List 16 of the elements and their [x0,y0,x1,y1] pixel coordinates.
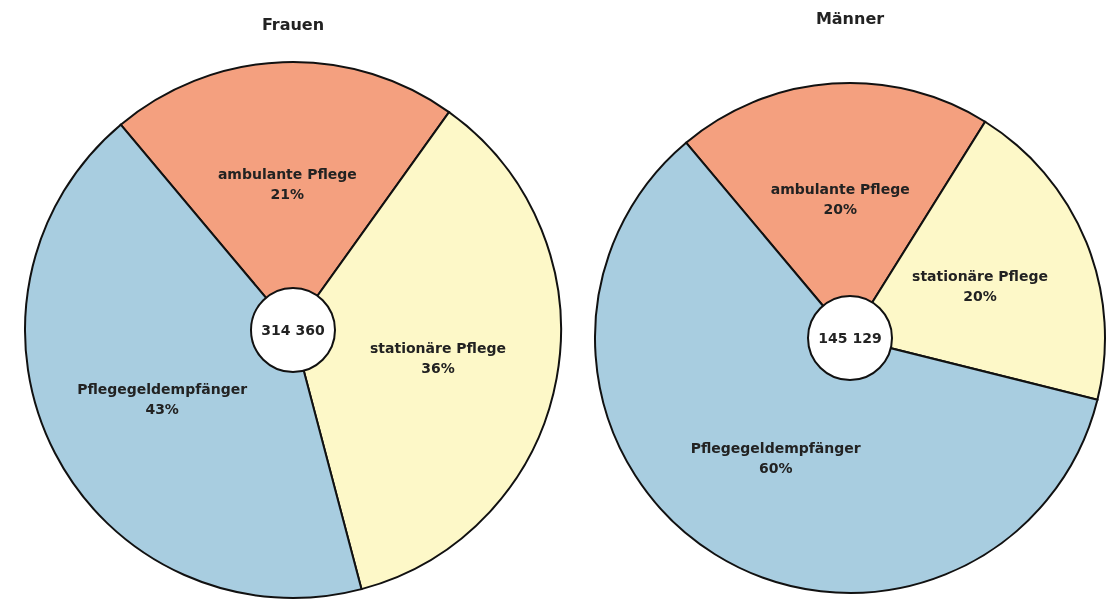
data-label: 60% [758,459,793,476]
data-label: 21% [270,185,305,202]
text: 314 360 [261,322,325,338]
text: 145 129 [818,330,882,346]
data-label: 36% [421,359,455,376]
data-label: 20% [823,201,857,218]
chart-title: Frauen [261,15,325,34]
slice-label: ambulante Pflege [217,165,357,182]
slice-label: Pflegegeldempfänger [690,439,861,456]
slice-label: stationäre Pflege [912,268,1048,285]
slice-label: stationäre Pflege [370,339,506,356]
slice-label: Pflegegeldempfänger [77,380,248,397]
data-label: 20% [963,288,997,305]
chart-title: Männer [815,9,885,28]
data-label: 43% [145,400,179,417]
slice-label: ambulante Pflege [770,181,910,198]
